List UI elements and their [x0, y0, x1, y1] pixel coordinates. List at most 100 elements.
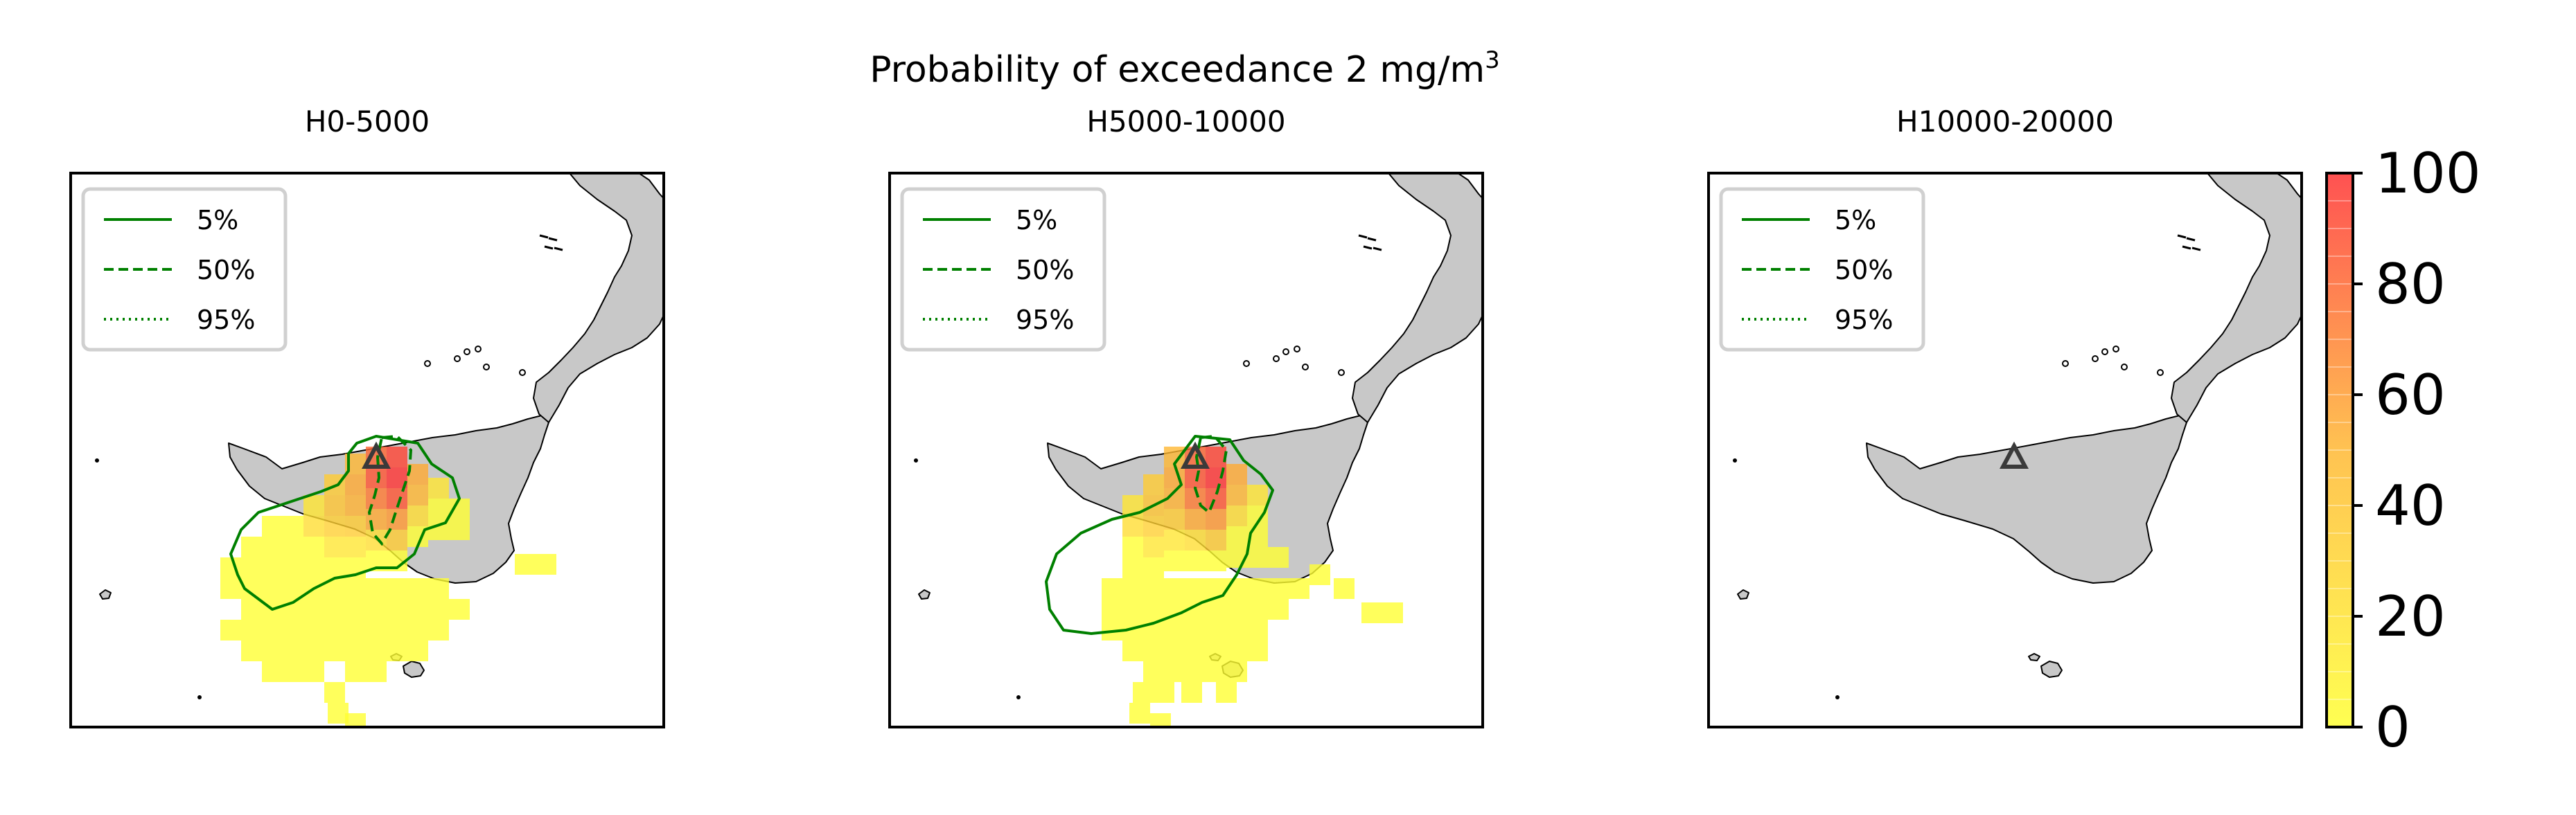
colorbar-frame	[2325, 172, 2354, 728]
map-content	[914, 173, 1483, 727]
contour-50-percent	[367, 434, 413, 546]
probability-cell	[262, 578, 283, 599]
small-island	[2101, 348, 2108, 355]
probability-plume	[220, 434, 556, 727]
probability-cell	[345, 537, 366, 557]
probability-cell	[1133, 682, 1154, 703]
legend-label: 50%	[197, 255, 255, 285]
probability-cell	[407, 599, 428, 620]
map-panel-2: H5000-10000 5% 50% 95%	[888, 105, 1484, 728]
probability-cell	[1102, 599, 1122, 620]
probability-cell	[1143, 661, 1164, 682]
probability-cell	[1247, 599, 1268, 620]
probability-cell	[1143, 641, 1164, 661]
probability-cell	[1247, 485, 1268, 505]
small-island	[464, 348, 470, 355]
contour-50-percent	[1193, 434, 1228, 515]
panel-title: H10000-20000	[1896, 105, 2114, 138]
map-panel-3: H10000-20000 5% 50% 95%	[1707, 105, 2303, 728]
probability-cell	[1226, 464, 1247, 485]
probability-cell	[1181, 682, 1202, 703]
probability-cell	[1226, 526, 1247, 547]
probability-cell	[407, 505, 428, 526]
probability-cell	[366, 620, 387, 641]
probability-cell	[345, 599, 366, 620]
legend-box	[81, 187, 288, 352]
colorbar: 0 20 40 60 80 100	[2325, 141, 2481, 760]
probability-cell	[262, 516, 283, 537]
probability-cell	[283, 641, 303, 661]
legend: 5% 50% 95%	[81, 187, 288, 352]
probability-cell	[1226, 505, 1247, 526]
gozo-island	[2028, 653, 2040, 661]
probability-cell	[303, 537, 324, 557]
small-island	[1358, 234, 1368, 239]
map-frame	[888, 172, 1484, 728]
probability-cell	[407, 485, 428, 505]
small-island	[554, 247, 563, 251]
probability-cell	[324, 557, 345, 578]
probability-cell	[303, 620, 324, 641]
map-frame	[1707, 172, 2303, 728]
small-island	[483, 364, 490, 370]
probability-cell	[387, 578, 407, 599]
probability-cell	[262, 557, 283, 578]
probability-cell	[1206, 509, 1226, 530]
panel-title: H0-5000	[305, 105, 430, 138]
small-island	[519, 369, 526, 376]
probability-cell	[1185, 578, 1206, 599]
probability-cell	[366, 661, 387, 682]
legend: 5% 50% 95%	[1719, 187, 1925, 352]
probability-cell	[283, 537, 303, 557]
probability-cell	[1247, 547, 1268, 568]
legend: 5% 50% 95%	[900, 187, 1106, 352]
probability-cell	[1247, 620, 1268, 641]
small-island	[2121, 364, 2128, 370]
probability-cell	[1185, 550, 1206, 571]
probability-cell	[428, 499, 449, 519]
probability-cell	[1268, 578, 1289, 599]
probability-cell	[387, 447, 407, 467]
probability-cell	[407, 578, 428, 599]
probability-cell	[449, 599, 470, 620]
probability-cell	[387, 599, 407, 620]
small-island	[2191, 247, 2201, 251]
probability-cell	[536, 554, 556, 575]
probability-cell	[1164, 550, 1185, 571]
small-island	[548, 237, 558, 242]
probability-cell	[1206, 620, 1226, 641]
probability-cell	[1226, 661, 1247, 682]
probability-cell	[303, 661, 324, 682]
probability-cell	[345, 641, 366, 661]
probability-cell	[1122, 578, 1143, 599]
probability-cell	[1226, 485, 1247, 505]
probability-cell	[1164, 509, 1185, 530]
probability-cell	[1102, 578, 1122, 599]
probability-cell	[387, 509, 407, 530]
probability-cell	[1122, 516, 1143, 537]
legend-label: 5%	[1016, 205, 1057, 235]
probability-cell	[262, 641, 283, 661]
small-island	[544, 245, 554, 250]
legend-label: 50%	[1835, 255, 1893, 285]
probability-cell	[303, 599, 324, 620]
small-island	[197, 695, 202, 699]
probability-cell	[1185, 661, 1206, 682]
probability-cell	[366, 467, 387, 488]
colorbar-tick-label: 0	[2375, 695, 2410, 760]
probability-cell	[324, 537, 345, 557]
legend-label: 95%	[197, 305, 255, 335]
vent-triangle-icon	[362, 441, 391, 469]
probability-cell	[345, 661, 366, 682]
probability-cell	[366, 599, 387, 620]
figure-suptitle: Probability of exceedance 2 mg/m3	[870, 46, 1500, 91]
map-content	[1733, 173, 2302, 699]
small-island	[1733, 458, 1737, 463]
probability-cell	[1185, 509, 1206, 530]
probability-cell	[345, 713, 366, 727]
probability-cell	[1382, 602, 1403, 623]
probability-cell	[303, 516, 324, 537]
probability-cell	[345, 495, 366, 516]
probability-cell	[387, 620, 407, 641]
small-island	[2182, 245, 2191, 250]
